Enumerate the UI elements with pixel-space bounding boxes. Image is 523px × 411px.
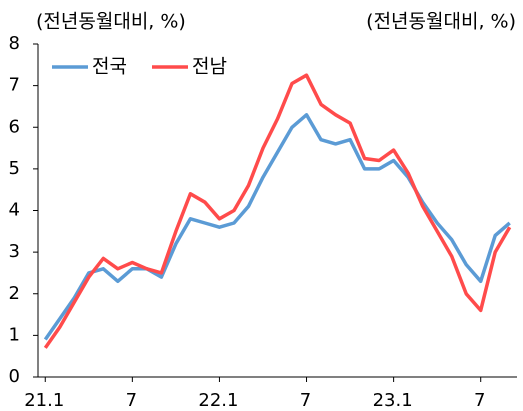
y-tick-label: 1 — [9, 324, 20, 345]
y-axis-label-left: (전년동월대비, %) — [36, 11, 186, 33]
series-line — [43, 73, 512, 349]
legend-label: 전국 — [92, 56, 127, 78]
y-tick-label: 4 — [9, 200, 20, 221]
series-line — [43, 113, 511, 341]
y-tick-label: 0 — [9, 366, 20, 387]
x-tick-label: 7 — [300, 390, 311, 411]
y-tick-label: 5 — [9, 158, 20, 179]
y-tick-label: 2 — [9, 283, 20, 304]
y-tick-label: 6 — [9, 116, 20, 137]
legend-label: 전남 — [192, 56, 227, 78]
y-tick-label: 8 — [9, 33, 20, 54]
x-tick-label: 21.1 — [24, 390, 64, 411]
y-tick-label: 3 — [9, 241, 20, 262]
x-tick-label: 7 — [126, 390, 137, 411]
y-tick-label: 7 — [9, 75, 20, 96]
x-tick-label: 23.1 — [373, 390, 413, 411]
x-tick-label: 7 — [474, 390, 485, 411]
x-tick-label: 22.1 — [198, 390, 238, 411]
y-axis-label-right: (전년동월대비, %) — [366, 11, 516, 33]
